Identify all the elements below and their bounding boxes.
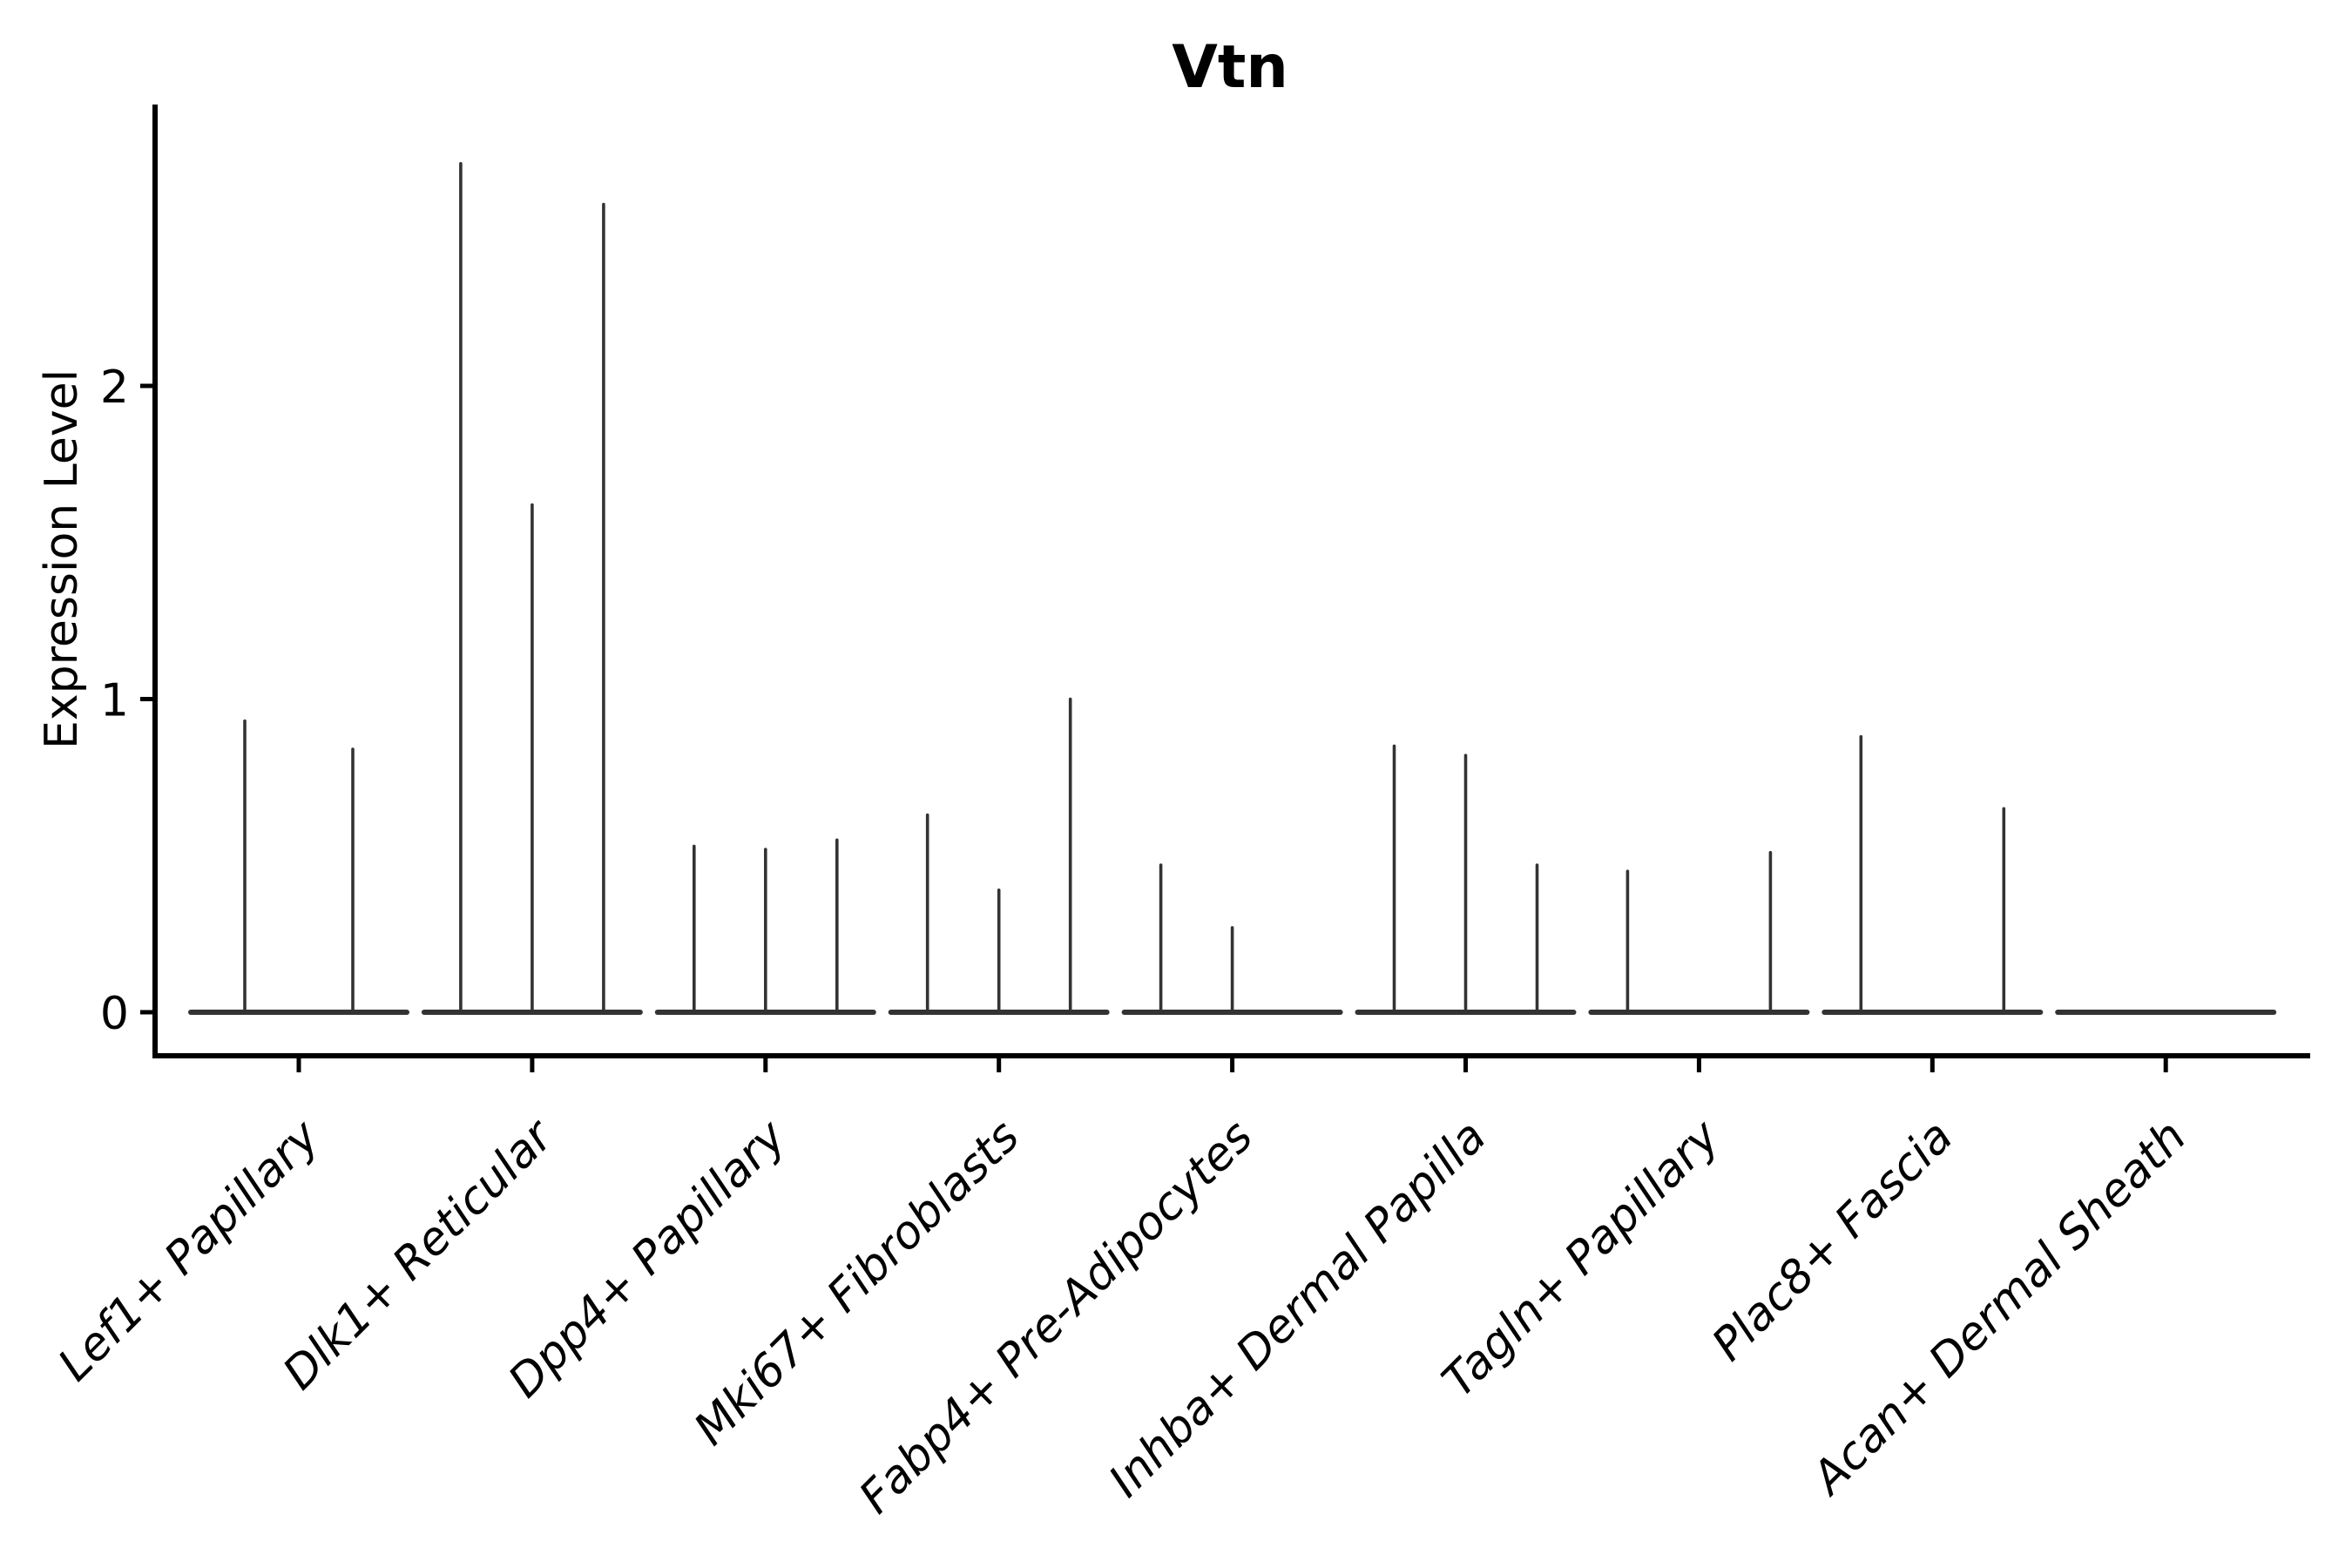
x-category-label: Inhba+ Dermal Papilla [1099, 1111, 1497, 1508]
y-tick-label: 2 [100, 362, 129, 414]
chart-title: Vtn [1172, 33, 1288, 102]
y-tick-label: 1 [100, 675, 129, 727]
y-axis-label: Expression Level [36, 369, 88, 749]
y-tick-label: 0 [100, 988, 129, 1040]
x-category-label: Acan+ Dermal Sheath [1801, 1111, 2196, 1506]
x-category-label: Plac8+ Fascia [1702, 1111, 1963, 1371]
x-category-label: Fabp4+ Pre-Adipocytes [849, 1111, 1263, 1524]
